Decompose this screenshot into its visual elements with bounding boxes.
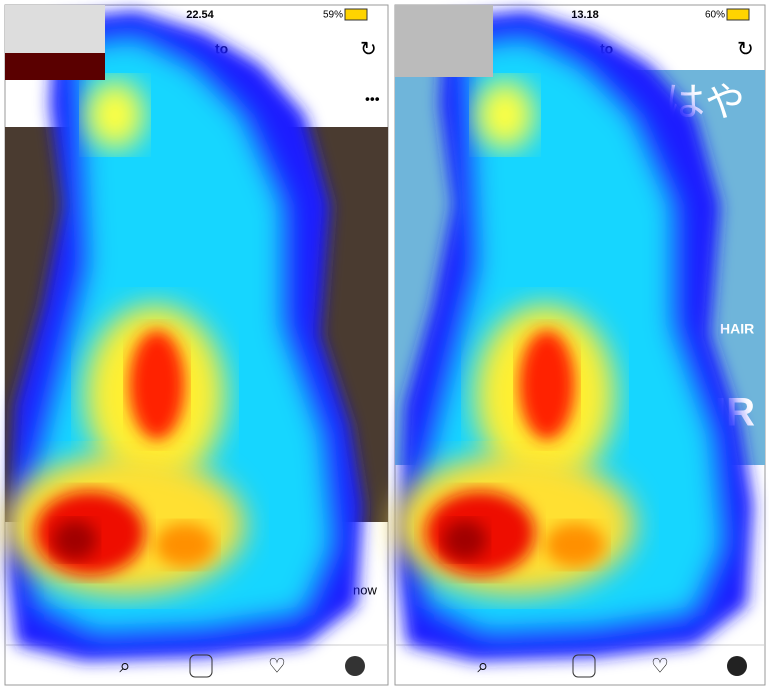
tab-profile[interactable] [727, 656, 747, 676]
refresh-icon: ↻ [737, 38, 754, 60]
battery-icon [345, 9, 367, 20]
comparison: 22.54 59% to ↻ ••• now ⌕ ♡ はや HAIR IR S … [0, 0, 769, 688]
panel-left: 22.54 59% to ↻ ••• now ⌕ ♡ [5, 5, 388, 685]
page: 22.54 59% to ↻ ••• now ⌕ ♡ はや HAIR IR S … [0, 0, 769, 688]
webcam [395, 5, 493, 77]
tab-search[interactable]: ⌕ [119, 655, 130, 677]
status-battery: 59% [323, 10, 343, 21]
tab-heart[interactable]: ♡ [268, 655, 286, 677]
more-icon: ••• [365, 91, 380, 107]
webcam-bar [5, 53, 105, 80]
tab-search[interactable]: ⌕ [477, 655, 488, 677]
sign: HAIR [720, 321, 754, 337]
status-time: 22.54 [186, 9, 214, 21]
battery-icon [727, 9, 749, 20]
status-battery: 60% [705, 10, 725, 21]
webcam [5, 5, 105, 53]
refresh-icon: ↻ [360, 38, 377, 60]
panel-right: はや HAIR IR S 13.18 60% to ↻ ⌕ ♡ [395, 5, 769, 685]
tab-profile[interactable] [345, 656, 365, 676]
tab-heart[interactable]: ♡ [651, 655, 669, 677]
status-time: 13.18 [571, 9, 599, 21]
